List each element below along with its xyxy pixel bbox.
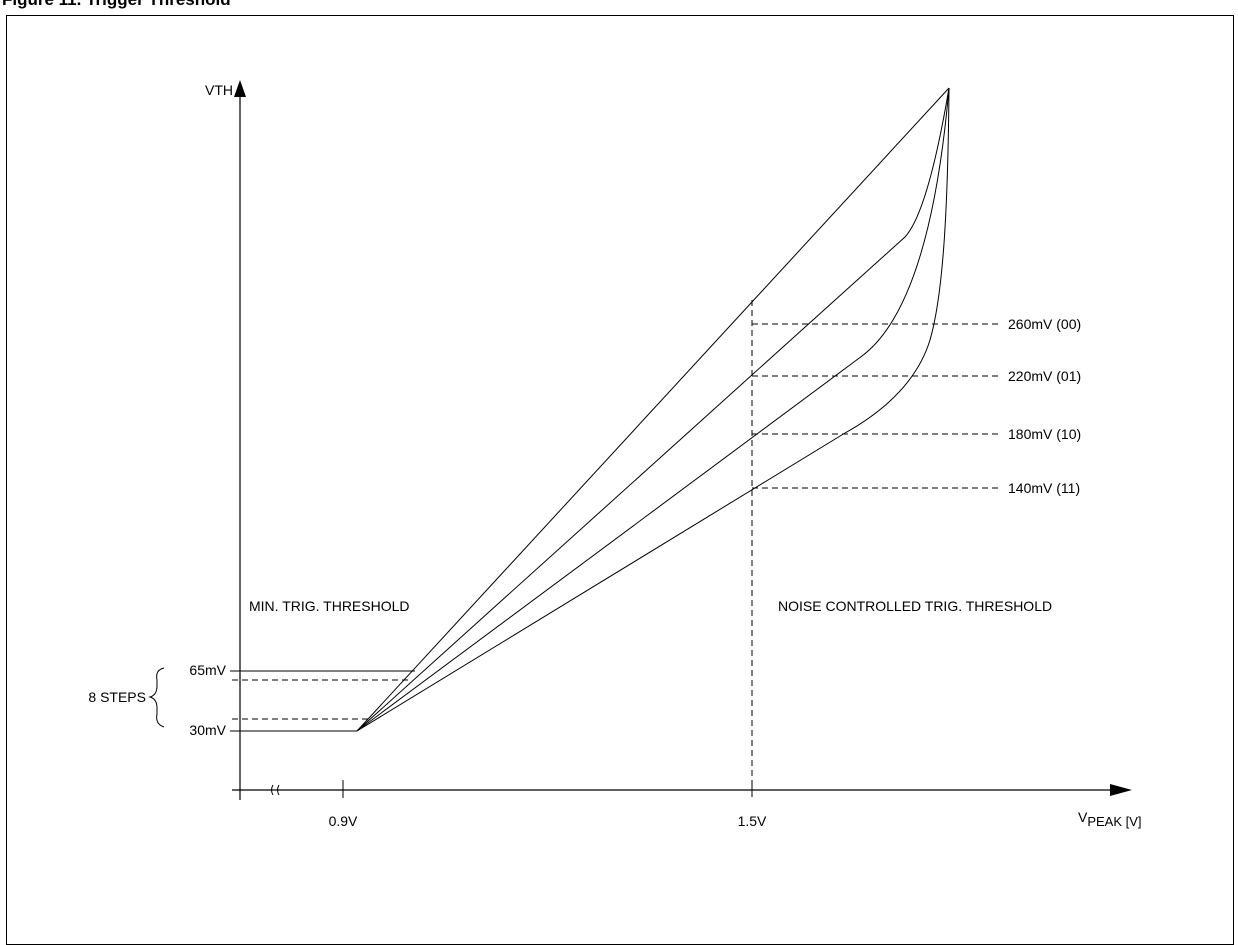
x-tick-label-0.9v: 0.9V	[329, 813, 358, 829]
curve-label-140mv: 140mV (11)	[1008, 480, 1080, 496]
x-axis-label: VPEAK [V]	[1078, 809, 1142, 829]
steps-label: 8 STEPS	[88, 689, 146, 705]
region-label-noise: NOISE CONTROLLED TRIG. THRESHOLD	[778, 598, 1052, 614]
figure-caption: Figure 11. Trigger Threshold	[2, 0, 231, 10]
y-axis-arrow	[234, 80, 246, 97]
steps-brace	[148, 667, 165, 728]
x-axis-label-sub: PEAK [V]	[1087, 814, 1141, 829]
curve-140mv	[356, 87, 950, 732]
x-axis-arrow	[1110, 784, 1132, 796]
curve-label-260mv: 260mV (00)	[1008, 316, 1081, 332]
curve-label-220mv: 220mV (01)	[1008, 368, 1081, 384]
x-tick-label-1.5v: 1.5V	[738, 813, 767, 829]
curve-220mv	[356, 87, 950, 732]
y-tick-label-30mv: 30mV	[189, 722, 226, 738]
curve-260mv	[356, 87, 950, 732]
axis-break-mark	[271, 784, 274, 796]
x-axis-label-main: V	[1078, 809, 1088, 825]
axis-break-mark	[277, 784, 280, 796]
figure-caption-strip: Figure 11. Trigger Threshold	[0, 0, 1238, 20]
y-tick-label-65mv: 65mV	[189, 662, 226, 678]
y-axis-label: VTH	[205, 82, 233, 98]
curve-180mv	[356, 87, 950, 732]
curve-label-180mv: 180mV (10)	[1008, 426, 1081, 442]
region-label-min: MIN. TRIG. THRESHOLD	[249, 598, 410, 614]
